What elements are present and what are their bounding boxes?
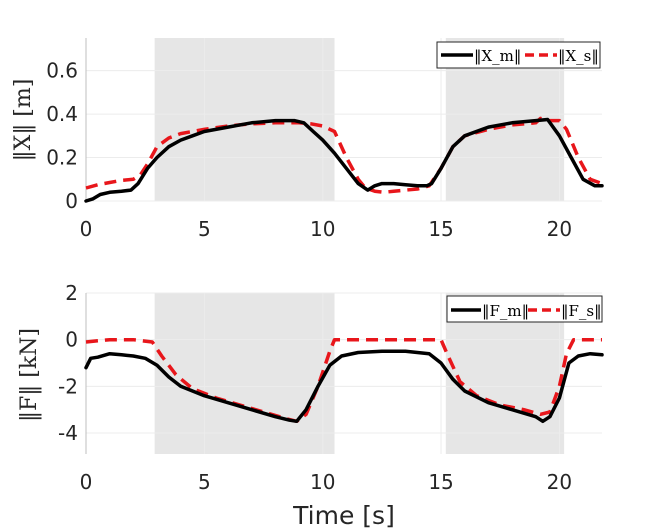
bottom-shaded-interval-0	[154, 293, 335, 454]
top-x-tick-label: 20	[547, 217, 572, 241]
top-legend-label-xs: ‖X_s‖	[558, 47, 599, 65]
bottom-y-tick-label: 0	[65, 328, 78, 352]
bottom-legend-label-fs: ‖F_s‖	[561, 302, 602, 320]
bottom-gridlines	[85, 292, 602, 454]
bottom-x-axis-label: Time [s]	[292, 501, 395, 530]
top-x-tick-label: 0	[80, 217, 93, 241]
top-legend: ‖X_m‖ ‖X_s‖	[436, 41, 601, 69]
bottom-y-tick-label: -4	[58, 421, 78, 445]
top-x-tick-label: 10	[310, 217, 335, 241]
bottom-x-tick-label: 20	[547, 470, 572, 494]
bottom-y-tick-label: -2	[58, 374, 78, 398]
bottom-y-axis-label: ‖F‖ [kN]	[17, 328, 42, 422]
top-tick-labels: 0 5 10 15 20 0 0.2 0.4 0.6	[46, 59, 572, 241]
top-shaded-interval-0	[154, 38, 335, 201]
bottom-legend: ‖F_m‖ ‖F_s‖	[446, 295, 603, 323]
top-plot: 0 5 10 15 20 0 0.2 0.4 0.6 ‖X‖ [m] ‖X_m‖ ‖X_s‖	[11, 38, 604, 241]
bottom-plot: 0 5 10 15 20 -4 -2 0 2 ‖F‖ [kN] Time [s] ‖F_m‖ ‖…	[17, 281, 604, 530]
bottom-x-tick-label: 15	[428, 470, 453, 494]
bottom-x-tick-label: 0	[80, 470, 93, 494]
top-y-tick-label: 0.2	[46, 146, 78, 170]
top-series	[84, 116, 604, 203]
top-y-axis-label: ‖X‖ [m]	[11, 79, 36, 162]
bottom-x-tick-label: 10	[310, 470, 335, 494]
top-y-tick-label: 0.6	[46, 59, 78, 83]
top-y-tick-label: 0	[65, 189, 78, 213]
bottom-legend-label-fm: ‖F_m‖	[482, 302, 529, 320]
top-series-measured-line	[84, 117, 604, 203]
bottom-series-reference-line	[85, 337, 602, 424]
bottom-series-measured-line	[84, 349, 604, 424]
bottom-x-tick-label: 5	[198, 470, 211, 494]
bottom-y-tick-label: 2	[65, 281, 78, 305]
top-y-tick-label: 0.4	[46, 102, 78, 126]
top-x-tick-label: 15	[428, 217, 453, 241]
bottom-tick-labels: 0 5 10 15 20 -4 -2 0 2	[58, 281, 572, 494]
bottom-series	[84, 337, 604, 424]
top-legend-label-xm: ‖X_m‖	[474, 47, 521, 65]
top-x-tick-label: 5	[198, 217, 211, 241]
